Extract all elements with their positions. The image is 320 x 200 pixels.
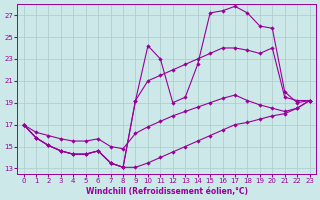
X-axis label: Windchill (Refroidissement éolien,°C): Windchill (Refroidissement éolien,°C) <box>85 187 248 196</box>
